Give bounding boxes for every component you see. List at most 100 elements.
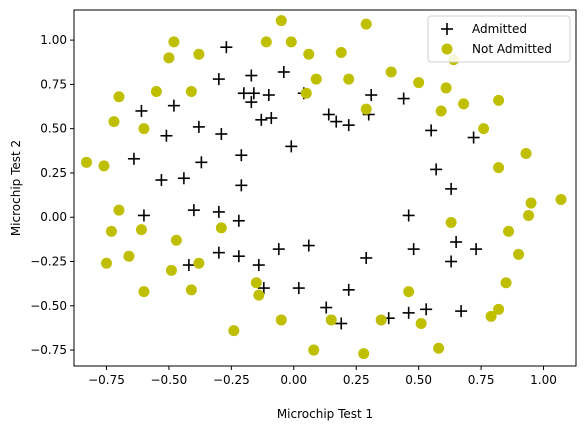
legend: Admitted Not Admitted xyxy=(427,15,571,63)
admitted-point xyxy=(235,149,248,162)
not-admitted-point xyxy=(375,314,387,326)
admitted-point xyxy=(195,156,208,169)
not-admitted-point xyxy=(105,225,117,237)
not-admitted-point xyxy=(360,18,372,30)
not-admitted-point xyxy=(108,116,120,128)
y-tick-label: −0.25 xyxy=(30,255,67,269)
x-tick-label: 1.00 xyxy=(530,373,557,387)
not-admitted-point xyxy=(170,234,182,246)
legend-label: Admitted xyxy=(472,22,527,36)
admitted-point xyxy=(187,204,200,217)
admitted-point xyxy=(212,73,225,86)
not-admitted-point xyxy=(275,15,287,27)
not-admitted-point xyxy=(525,197,537,209)
admitted-point xyxy=(247,87,260,100)
admitted-point xyxy=(407,243,420,256)
y-axis-label: Microchip Test 2 xyxy=(9,140,23,236)
not-admitted-point xyxy=(335,47,347,59)
admitted-point xyxy=(360,251,373,264)
y-tick-label: 0.25 xyxy=(40,166,67,180)
not-admitted-point xyxy=(310,73,322,85)
not-admitted-point xyxy=(138,286,150,298)
admitted-point xyxy=(265,112,278,125)
legend-label: Not Admitted xyxy=(472,42,552,56)
admitted-point xyxy=(155,174,168,187)
admitted-point xyxy=(445,255,458,268)
not-admitted-point xyxy=(250,277,262,289)
x-tick-label: −0.50 xyxy=(151,373,188,387)
admitted-point xyxy=(182,259,195,272)
legend-box xyxy=(427,15,571,63)
not-admitted-point xyxy=(285,36,297,48)
not-admitted-point xyxy=(275,314,287,326)
admitted-point xyxy=(320,301,333,314)
admitted-point xyxy=(135,104,148,117)
not-admitted-point xyxy=(193,48,205,60)
not-admitted-point xyxy=(343,73,355,85)
admitted-point xyxy=(212,246,225,259)
not-admitted-point xyxy=(440,82,452,94)
not-admitted-point xyxy=(113,204,125,216)
admitted-point xyxy=(245,96,258,109)
admitted-point xyxy=(252,259,265,272)
y-tick-label: 0.75 xyxy=(40,77,67,91)
admitted-point xyxy=(322,108,335,121)
not-admitted-point xyxy=(165,264,177,276)
not-admitted-point xyxy=(253,289,265,301)
not-admitted-point xyxy=(413,77,425,89)
not-admitted-point xyxy=(493,303,505,315)
admitted-point xyxy=(262,89,275,102)
plot-frame xyxy=(73,9,577,367)
admitted-point xyxy=(245,69,258,82)
admitted-point xyxy=(177,172,190,185)
y-tick-label: −0.50 xyxy=(30,299,67,313)
admitted-point xyxy=(232,214,245,227)
not-admitted-point xyxy=(308,344,320,356)
admitted-point xyxy=(167,99,180,112)
admitted-point xyxy=(425,124,438,137)
not-admitted-point xyxy=(493,162,505,174)
not-admitted-point xyxy=(500,277,512,289)
legend-circle-marker xyxy=(441,43,453,55)
admitted-point xyxy=(455,305,468,318)
legend-entries: Admitted Not Admitted xyxy=(441,22,552,56)
y-axis-ticks: −0.75 −0.50 −0.25 0.00 0.25 0.50 0.75 1.00 xyxy=(30,33,74,357)
not-admitted-point xyxy=(168,36,180,48)
not-admitted-point xyxy=(478,123,490,135)
x-tick-label: 0.25 xyxy=(343,373,370,387)
not-admitted-point xyxy=(325,314,337,326)
not-admitted-point xyxy=(435,105,447,117)
x-axis-ticks: −0.75 −0.50 −0.25 0.00 0.25 0.50 0.75 1.00 xyxy=(88,366,557,387)
admitted-point xyxy=(232,250,245,263)
admitted-point xyxy=(365,89,378,102)
admitted-point xyxy=(420,303,433,316)
not-admitted-point xyxy=(485,310,497,322)
not-admitted-point xyxy=(300,87,312,99)
not-admitted-point xyxy=(433,342,445,354)
legend-plus-marker xyxy=(441,23,453,35)
not-admitted-point xyxy=(80,156,92,168)
admitted-point xyxy=(430,163,443,176)
admitted-point xyxy=(335,317,348,330)
not-admitted-point xyxy=(523,209,535,221)
admitted-point xyxy=(445,182,458,195)
not-admitted-point xyxy=(415,317,427,329)
admitted-point xyxy=(330,115,343,128)
not-admitted-point xyxy=(520,147,532,159)
not-admitted-point xyxy=(260,36,272,48)
not-admitted-point xyxy=(215,222,227,234)
admitted-point xyxy=(467,131,480,144)
not-admitted-point xyxy=(360,103,372,115)
not-admitted-point xyxy=(185,284,197,296)
not-admitted-point xyxy=(228,325,240,337)
admitted-point xyxy=(192,120,205,133)
admitted-point xyxy=(277,65,290,78)
admitted-point xyxy=(302,239,315,252)
admitted-point xyxy=(235,179,248,192)
x-tick-label: −0.25 xyxy=(213,373,250,387)
not-admitted-point xyxy=(100,257,112,269)
admitted-point xyxy=(255,113,268,126)
not-admitted-point xyxy=(185,85,197,97)
admitted-point xyxy=(450,236,463,249)
